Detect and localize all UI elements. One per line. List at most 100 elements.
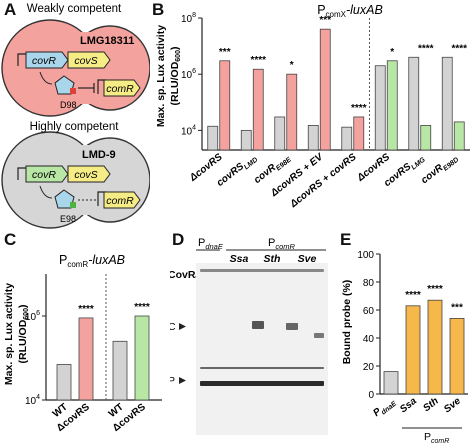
svg-text:covR: covR — [32, 55, 56, 67]
chart-e-stars: *********** — [405, 284, 463, 313]
chart-c-ylabel2: (RLU/OD600) — [17, 305, 30, 364]
chart-e-xlabel: Ssa — [398, 395, 419, 415]
chart-e-ylabel: Bound probe (%) — [341, 280, 353, 365]
high-comR-gene: comR — [103, 191, 141, 209]
weak-label: Weakly competent — [27, 3, 122, 15]
species-ssa: Ssa — [230, 253, 249, 265]
chart-b-bar-mutant — [420, 125, 432, 151]
chart-b-bar-mutant — [219, 60, 231, 151]
chart-b-ytick-label: 106 — [181, 68, 196, 81]
high-strain: LMD-9 — [82, 149, 116, 161]
chart-b-stars: ******* ********* **** **** — [219, 15, 467, 114]
weak-comR-gene: comR — [103, 79, 141, 97]
chart-b-ylabel2: (RLU/OD600) — [169, 47, 182, 106]
chart-b-bar-control — [274, 116, 286, 151]
high-translate-arrow — [39, 185, 53, 199]
weak-promoter-arrow — [17, 53, 26, 66]
weak-comR-promoter — [97, 79, 106, 94]
weak-covR-gene: covR — [25, 51, 69, 69]
panel-label-a: A — [4, 0, 17, 19]
pcomr-group-label: PcomR — [424, 431, 449, 445]
chart-b-significance: **** — [250, 55, 266, 66]
probe-marker-label: P — [170, 375, 175, 387]
chart-b-bar-mutant — [319, 28, 331, 151]
chart-e-ytick-label: 100 — [357, 250, 374, 261]
chart-e-bar — [405, 305, 421, 395]
species-sve: Sve — [298, 253, 317, 265]
chart-b-title: PcomX-luxAB — [317, 3, 383, 19]
weak-phospho-site-icon — [70, 88, 76, 94]
chart-b-bar-control — [374, 65, 386, 151]
chart-e-ytick-label: 80 — [363, 278, 375, 289]
chart-b-significance: *** — [219, 47, 231, 58]
chart-e-ytick-label: 20 — [363, 362, 375, 373]
chart-c-ytick-label: 106 — [25, 310, 40, 323]
pdnae-label: PdnaE — [198, 237, 224, 251]
chart-c-stars: **** **** — [78, 302, 150, 315]
chart-b-bar-mutant — [286, 73, 298, 151]
chart-c-bar — [78, 317, 94, 401]
chart-b-significance: **** — [418, 43, 434, 54]
pcomr-label: PcomR — [268, 237, 296, 251]
species-sth: Sth — [264, 253, 281, 265]
chart-c-title: PcomR-luxAB — [59, 253, 125, 269]
svg-text:comR: comR — [106, 83, 134, 95]
svg-text:covS: covS — [74, 169, 97, 181]
chart-e-ytick-label: 60 — [363, 306, 375, 317]
panel-a-diagram: Weakly competent LMG18311 covR covS D98 … — [1, 3, 150, 229]
chart-e-bar — [383, 371, 399, 395]
chart-b-ylabel: Max. sp. Lux activity — [155, 25, 167, 127]
chart-b-bar-control — [307, 125, 319, 151]
panel-label-b: B — [152, 0, 165, 19]
chart-e-significance: **** — [427, 284, 443, 295]
chart-e-bars — [383, 299, 465, 395]
chart-b-bar-mutant — [453, 121, 465, 151]
weak-site-label: D98 — [60, 100, 77, 110]
chart-b-ytick-label: 104 — [181, 124, 196, 137]
high-label: Highly competent — [30, 121, 120, 133]
chart-b-bar-control — [341, 126, 353, 151]
chart-c-bar — [56, 364, 72, 401]
chart-b-significance: **** — [351, 103, 367, 114]
chart-e-bar — [449, 318, 465, 395]
chart-c-bar — [112, 340, 128, 401]
chart-b-xlabel: covRE98D — [419, 152, 460, 188]
chart-b-bar-control — [207, 125, 219, 151]
chart-e-ytick-label: 40 — [363, 334, 375, 345]
panel-label-e: E — [340, 230, 352, 249]
chart-c-significance: **** — [78, 304, 94, 315]
complex-arrow-icon — [179, 323, 186, 330]
emsa-gel-image — [196, 263, 328, 435]
panel-label-d: D — [172, 230, 185, 249]
chart-c-bar — [134, 315, 150, 401]
weak-strain: LMG18311 — [80, 35, 134, 47]
chart-b-significance: * — [390, 47, 394, 58]
chart-c-ylabel: Max. sp. Lux activity — [3, 283, 15, 385]
high-covS-gene: covS — [67, 165, 111, 183]
chart-b-significance: **** — [451, 43, 467, 54]
chart-b-bar-control — [408, 56, 420, 151]
chart-b-bar-mutant — [386, 60, 398, 151]
weak-covR-protein-icon — [54, 75, 75, 95]
high-promoter-arrow — [17, 167, 26, 180]
chart-b-bar-mutant — [353, 116, 365, 151]
high-covR-protein-icon — [54, 189, 75, 209]
high-covR-gene: covR — [25, 165, 69, 183]
chart-b-ytick-label: 108 — [181, 12, 196, 25]
chart-b-significance: * — [290, 60, 294, 71]
panel-c-chart: PcomR-luxAB Max. sp. Lux activity (RLU/O… — [3, 253, 162, 434]
probe-arrow-icon — [179, 377, 186, 384]
chart-c-bars — [56, 315, 150, 401]
high-site-label: E98 — [60, 214, 76, 224]
svg-text:comR: comR — [106, 195, 134, 207]
chart-e-xlabel: Sth — [421, 396, 440, 415]
chart-c-ytick-label: 104 — [25, 394, 40, 407]
weak-covS-gene: covS — [67, 51, 111, 69]
chart-e-significance: **** — [405, 290, 421, 301]
chart-b-significance: *** — [319, 15, 331, 26]
chart-e-significance: *** — [451, 302, 463, 313]
chart-b-bars — [207, 28, 465, 151]
